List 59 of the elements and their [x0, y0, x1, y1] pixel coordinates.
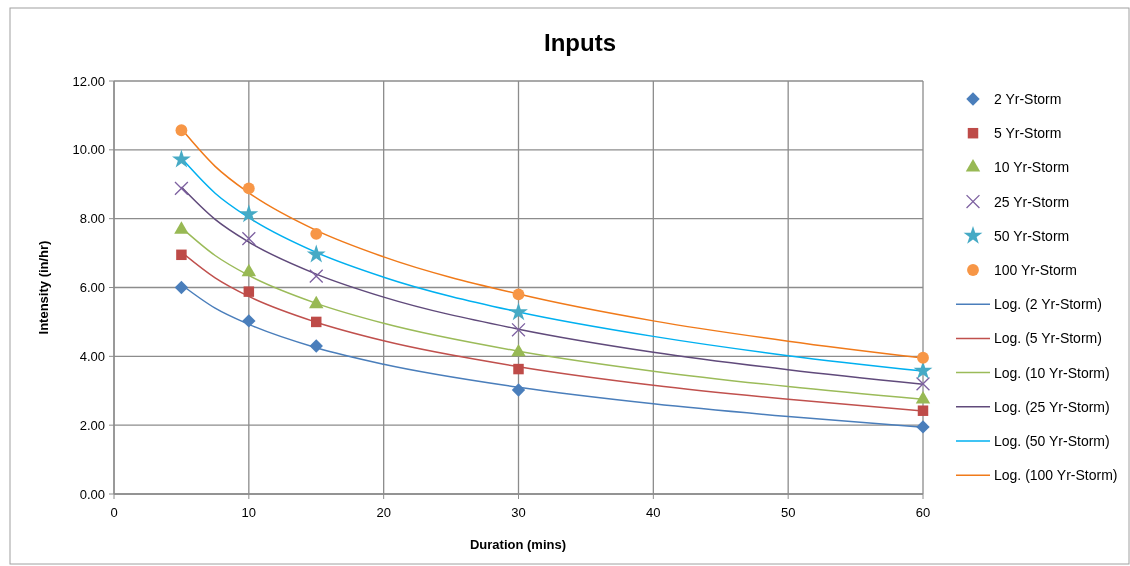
x-tick-label: 30: [511, 505, 526, 520]
point: [242, 182, 255, 195]
x-tick-label: 10: [241, 505, 257, 520]
point: [511, 322, 526, 337]
point: [174, 280, 189, 295]
legend-label: Log. (2 Yr-Storm): [994, 296, 1102, 313]
y-tick-label: 8.00: [79, 211, 105, 227]
legend-label: Log. (5 Yr-Storm): [994, 330, 1102, 347]
point: [243, 286, 255, 297]
x-axis-title: Duration (mins): [469, 537, 567, 552]
legend-label: Log. (10 Yr-Storm): [994, 364, 1110, 381]
point: [306, 244, 326, 263]
legend-label: 2 Yr-Storm: [994, 90, 1062, 107]
point: [513, 363, 524, 375]
legend-label: 5 Yr-Storm: [994, 125, 1062, 142]
y-tick-label: 4.00: [79, 348, 105, 364]
y-tick-label: 0.00: [79, 486, 105, 502]
legend-label: 100 Yr-Storm: [994, 261, 1077, 278]
point: [511, 343, 526, 357]
point: [174, 221, 189, 234]
point: [310, 227, 323, 240]
legend-label: 10 Yr-Storm: [994, 159, 1070, 176]
point: [174, 181, 189, 196]
point: [239, 204, 259, 223]
x-tick-label: 20: [376, 505, 391, 520]
point: [175, 124, 188, 137]
y-tick-label: 6.00: [79, 280, 105, 296]
y-tick-label: 12.00: [72, 73, 105, 89]
point: [915, 391, 931, 404]
point: [241, 231, 256, 246]
point: [242, 314, 256, 328]
y-tick-label: 2.00: [79, 417, 105, 433]
point: [511, 383, 526, 397]
legend-label: Log. (100 Yr-Storm): [994, 467, 1118, 484]
point: [512, 288, 525, 301]
point: [176, 249, 187, 261]
x-tick-label: 50: [780, 505, 796, 520]
point: [172, 149, 191, 168]
x-tick-label: 0: [110, 505, 118, 520]
point: [917, 351, 929, 364]
point: [311, 316, 322, 328]
legend-label: 25 Yr-Storm: [994, 193, 1070, 210]
y-tick-label: 10.00: [72, 142, 105, 158]
x-tick-label: 40: [646, 505, 661, 520]
line-series: [180, 186, 924, 385]
chart-title: Inputs: [544, 29, 616, 56]
y-axis-title: Intensity (in/hr): [36, 240, 51, 335]
legend-label: Log. (50 Yr-Storm): [994, 432, 1110, 449]
point: [309, 269, 324, 284]
point: [916, 420, 930, 434]
x-tick-label: 60: [915, 505, 931, 520]
point: [509, 302, 528, 321]
point: [915, 376, 931, 391]
legend-label: Log. (25 Yr-Storm): [994, 398, 1110, 415]
point: [309, 295, 324, 309]
point: [241, 263, 257, 277]
point: [917, 405, 929, 416]
point: [309, 339, 323, 353]
legend-label: 50 Yr-Storm: [994, 227, 1070, 244]
